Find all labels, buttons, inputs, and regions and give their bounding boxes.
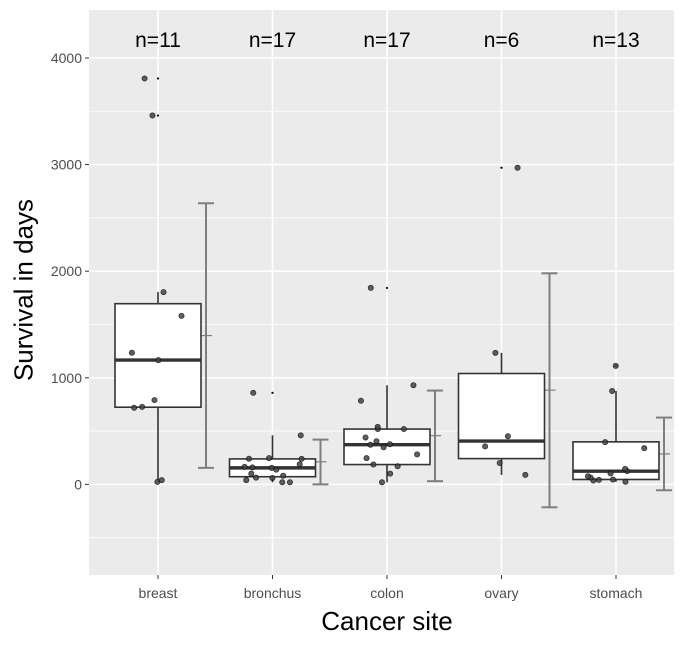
outlier-point	[500, 166, 503, 169]
error-bar	[198, 202, 214, 469]
y-tick-label: 1000	[51, 370, 82, 386]
data-point	[380, 444, 387, 451]
data-point	[280, 472, 287, 479]
box-rect	[457, 372, 546, 460]
count-label: n=6	[484, 29, 520, 52]
data-point	[607, 470, 614, 477]
data-point	[400, 426, 407, 433]
y-axis-title: Survival in days	[8, 198, 39, 382]
outlier-point	[385, 286, 389, 290]
count-labels: n=11 n=17 n=17 n=6 n=13	[135, 29, 640, 52]
outlier-point	[271, 391, 274, 394]
x-axis-title: Cancer site	[321, 606, 453, 636]
data-point	[641, 445, 648, 452]
data-point	[158, 477, 165, 484]
data-point	[496, 459, 503, 466]
data-point	[622, 465, 629, 472]
data-point	[367, 284, 374, 291]
data-point	[266, 455, 273, 462]
data-point	[595, 476, 602, 483]
data-point	[609, 388, 616, 395]
data-point	[504, 433, 511, 440]
data-point	[410, 382, 417, 389]
data-point	[286, 479, 293, 486]
data-point	[297, 432, 304, 439]
data-point	[250, 389, 257, 396]
x-axis: breast bronchus colon ovary stomach	[139, 575, 643, 601]
data-point	[373, 438, 380, 445]
x-tick-label: colon	[370, 585, 403, 601]
outlier-point	[156, 114, 160, 117]
error-bar	[427, 389, 443, 483]
count-label: n=17	[363, 29, 410, 52]
error-bar	[656, 416, 672, 492]
box-rect	[343, 428, 431, 466]
data-point	[139, 403, 146, 410]
count-label: n=17	[249, 29, 296, 52]
data-point	[248, 470, 255, 477]
error-bar	[312, 438, 329, 486]
data-point	[374, 423, 381, 430]
data-point	[268, 464, 275, 471]
data-point	[378, 479, 385, 486]
mean-error-bars	[198, 202, 672, 509]
plot-panel	[89, 10, 674, 575]
y-tick-label: 0	[74, 476, 82, 492]
data-point	[363, 455, 370, 462]
data-point	[386, 441, 393, 448]
x-tick-label: stomach	[590, 585, 643, 601]
jitter-points	[128, 75, 648, 486]
y-tick-label: 4000	[51, 50, 82, 66]
data-point	[394, 463, 401, 470]
data-point	[245, 455, 252, 462]
data-point	[253, 474, 260, 481]
data-point	[357, 397, 364, 404]
y-axis: 0 1000 2000 3000 4000	[51, 50, 89, 492]
data-point	[387, 470, 394, 477]
data-point	[269, 474, 276, 481]
data-point	[602, 439, 609, 446]
data-point	[298, 455, 305, 462]
data-point	[178, 312, 185, 319]
data-point	[612, 362, 619, 369]
data-point	[243, 477, 250, 484]
data-point	[279, 479, 286, 486]
data-point	[522, 471, 529, 478]
data-point	[492, 349, 499, 356]
data-point	[160, 289, 167, 296]
data-point	[149, 112, 156, 119]
data-point	[131, 404, 138, 411]
data-point	[514, 164, 521, 171]
data-point	[482, 443, 489, 450]
data-point	[128, 349, 135, 356]
data-point	[414, 451, 421, 458]
data-point	[362, 434, 369, 441]
x-tick-label: ovary	[484, 585, 518, 601]
data-point	[249, 464, 256, 471]
error-bar	[541, 272, 558, 509]
data-point	[151, 397, 158, 404]
data-point	[141, 75, 148, 82]
data-point	[296, 461, 303, 468]
data-point	[367, 441, 374, 448]
data-point	[622, 478, 629, 485]
y-tick-label: 3000	[51, 157, 82, 173]
box-breast	[114, 77, 202, 482]
y-tick-label: 2000	[51, 263, 82, 279]
data-point	[370, 461, 377, 468]
data-point	[609, 476, 616, 483]
x-tick-label: breast	[139, 585, 178, 601]
data-point	[155, 357, 162, 364]
count-label: n=11	[135, 29, 181, 52]
data-point	[584, 473, 591, 480]
box-rect	[114, 302, 202, 409]
outlier-point	[156, 77, 160, 80]
x-tick-label: bronchus	[244, 585, 302, 601]
box-ovary	[457, 166, 546, 475]
data-point	[241, 463, 248, 470]
count-label: n=13	[592, 29, 639, 52]
